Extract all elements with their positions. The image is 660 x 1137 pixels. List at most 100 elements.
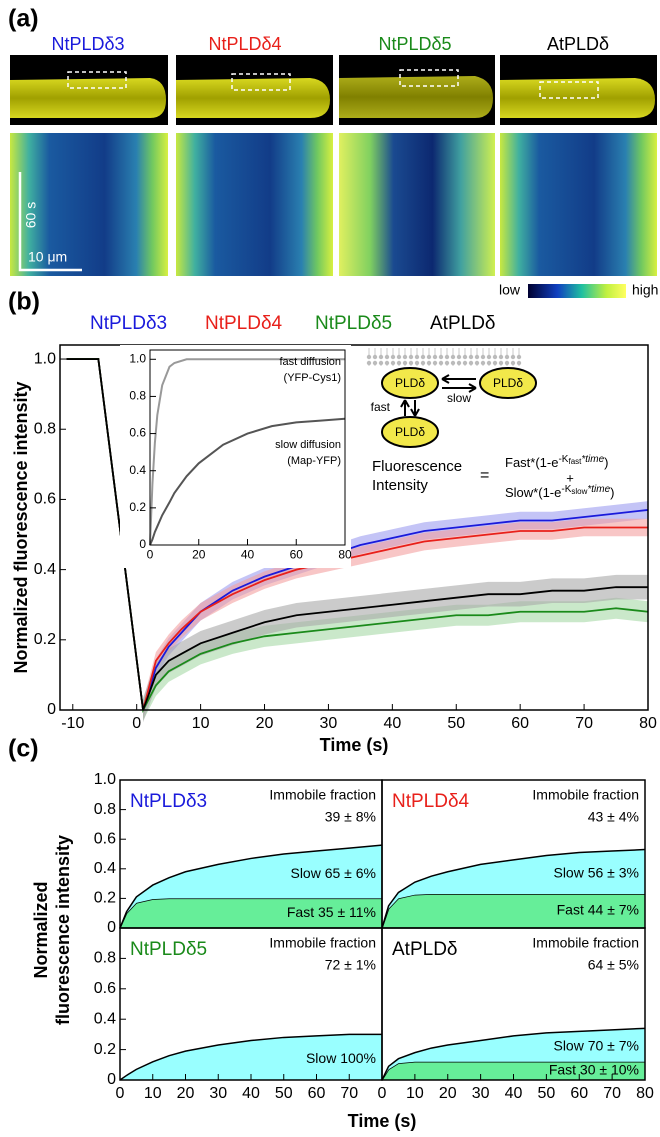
legend-entry: NtPLDδ3 (90, 313, 167, 334)
annotation: Immobile fraction (269, 935, 376, 951)
x-tick-label: 70 (603, 1085, 621, 1102)
area (120, 898, 382, 928)
series-label: Fast 44 ± 7% (557, 902, 639, 918)
formula-lhs: Intensity (372, 477, 428, 494)
slow-label: slow (447, 391, 471, 405)
x-tick-label: 70 (575, 715, 593, 732)
series-label: Slow 56 ± 3% (553, 865, 639, 881)
formula-part: ) (604, 455, 608, 470)
y-tick-label: 0 (107, 919, 116, 936)
x-tick-label: 50 (275, 1085, 293, 1102)
annotation: (YFP-Cys1) (284, 372, 341, 384)
annotation: (Map-YFP) (287, 455, 341, 467)
image-label: NtPLDδ4 (208, 34, 281, 54)
x-tick-label: 20 (439, 1085, 457, 1102)
x-tick-label: 0 (132, 715, 141, 732)
series-label: Fast 35 ± 11% (287, 904, 376, 920)
x-tick-label: 0 (116, 1085, 125, 1102)
formula-term: Fast*(1-e-Kfast*time) (505, 454, 609, 471)
image-column: NtPLDδ4 (176, 34, 333, 276)
arrow (400, 399, 420, 417)
image-label: NtPLDδ5 (378, 34, 451, 54)
y-axis-label: Normalized (31, 881, 51, 978)
image-column: NtPLDδ5 (339, 34, 495, 276)
area-edge (381, 1027, 646, 1081)
protein (479, 367, 537, 399)
x-tick-label: 60 (511, 715, 529, 732)
protein-label: PLDδ (395, 425, 425, 439)
scale-time: 60 s (23, 202, 39, 228)
x-tick-label: -10 (61, 715, 84, 732)
chart: Fast 30 ± 10% Slow 70 ± 7% AtPLDδ Immobile … (378, 927, 654, 1102)
x-tick-label: 70 (340, 1085, 358, 1102)
inset-background (120, 345, 351, 568)
roi (539, 81, 599, 99)
x-tick-label: 30 (209, 1085, 227, 1102)
formula-part: Slow*(1-e (505, 485, 561, 500)
area (382, 849, 645, 928)
error-band (143, 574, 648, 723)
x-tick-label: 10 (192, 715, 210, 732)
image-column: NtPLDδ3 (10, 34, 168, 276)
formula-plus: + (566, 470, 574, 485)
y-tick-label: 0 (139, 537, 146, 551)
x-tick-label: 0 (378, 1085, 387, 1102)
y-axis-label: fluorescence intensity (53, 835, 73, 1025)
roi (399, 69, 459, 87)
x-tick-label: 10 (144, 1085, 162, 1102)
arrow (441, 374, 477, 393)
y-tick-label: 1.0 (34, 350, 56, 367)
legend-entry: NtPLDδ5 (315, 313, 392, 334)
protein-label: PLDδ (493, 376, 523, 390)
annotation: 72 ± 1% (325, 957, 376, 973)
annotation: 64 ± 5% (588, 957, 639, 973)
y-tick-label: 0.2 (94, 890, 116, 907)
x-tick-label: 60 (570, 1085, 588, 1102)
x-tick-label: 50 (537, 1085, 555, 1102)
annotation: 43 ± 4% (588, 809, 639, 825)
panel-label: (a) (8, 5, 39, 33)
y-tick-label: 0.6 (94, 830, 116, 847)
x-tick-label: 20 (192, 547, 206, 561)
formula-part: Fast*(1-e (505, 455, 558, 470)
series-label: Slow 65 ± 6% (290, 865, 376, 881)
chart: Fast 44 ± 7% Slow 56 ± 3% NtPLDδ4 Immobile … (381, 779, 646, 929)
annotation: Immobile fraction (532, 787, 639, 803)
model-diagram: PLDδ PLDδ PLDδ fast slow Fluorescence In… (366, 348, 615, 500)
area-edge (119, 844, 383, 929)
fast-label: fast (371, 400, 391, 414)
panel-title: AtPLDδ (392, 939, 458, 960)
formula-part: slow (571, 487, 587, 496)
x-tick-label: 30 (320, 715, 338, 732)
panel-title: NtPLDδ5 (130, 939, 207, 960)
x-tick-label: 10 (406, 1085, 424, 1102)
y-tick-label: 0.2 (94, 1041, 116, 1058)
x-tick-label: 60 (290, 547, 304, 561)
roi (67, 71, 127, 89)
y-tick-label: 0 (107, 1071, 116, 1088)
formula-part: *time (581, 454, 604, 465)
y-tick-label: 0.8 (94, 801, 116, 818)
x-tick-label: 30 (472, 1085, 490, 1102)
y-tick-label: 0.4 (129, 463, 146, 477)
cell (10, 78, 166, 118)
legend-entry: AtPLDδ (430, 313, 496, 334)
x-tick-label: 20 (256, 715, 274, 732)
kymograph (339, 133, 495, 276)
panel-title: NtPLDδ4 (392, 791, 470, 812)
chart: -10 0 10 20 30 40 50 60 70 80 0 0.2 0.4 0.6 0.8 1.0 NtPL… (11, 313, 657, 755)
x-axis-label: Time (s) (320, 735, 389, 755)
scale-length: 10 μm (28, 249, 67, 265)
panel-title: NtPLDδ3 (130, 791, 207, 812)
y-tick-label: 0.6 (34, 491, 56, 508)
kymograph (176, 133, 333, 276)
x-tick-label: 40 (383, 715, 401, 732)
series-label: Slow 70 ± 7% (553, 1037, 639, 1053)
x-tick-label: 60 (308, 1085, 326, 1102)
area (382, 893, 645, 928)
kymograph (500, 133, 657, 276)
annotation: Immobile fraction (269, 787, 376, 803)
series-label: Slow 100% (306, 1050, 376, 1066)
legend-entry: NtPLDδ4 (205, 313, 283, 334)
x-tick-label: 20 (177, 1085, 195, 1102)
